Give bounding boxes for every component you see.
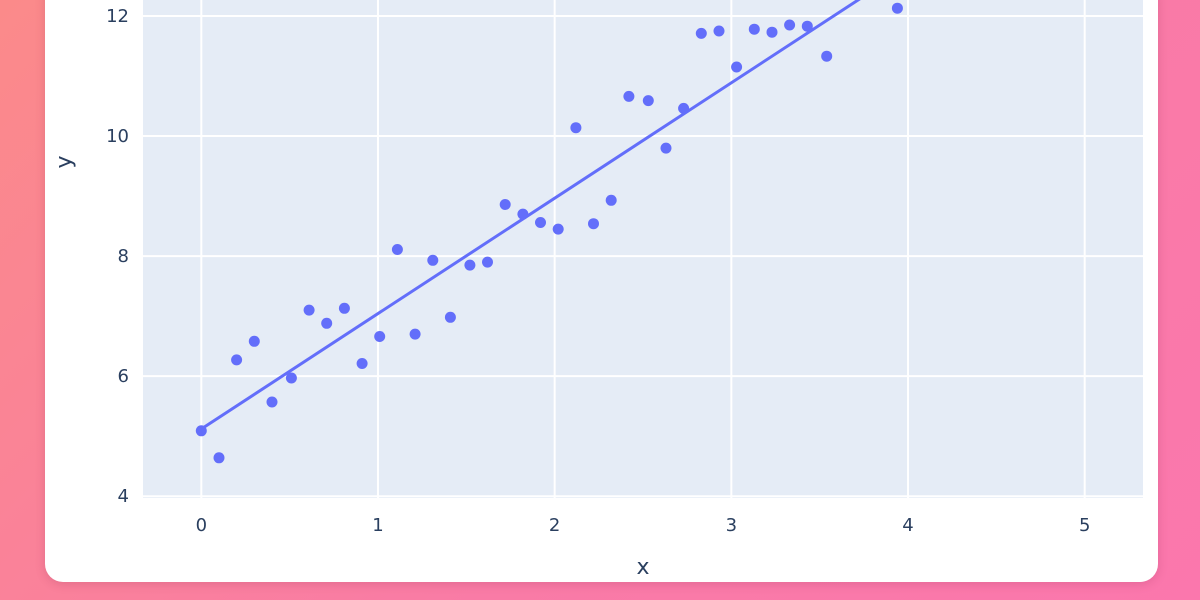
data-point (213, 452, 225, 464)
trend-line (200, 0, 861, 431)
x-tick-label: 0 (196, 515, 207, 536)
data-point (623, 90, 635, 102)
data-point (642, 95, 654, 107)
y-tick-label: 10 (106, 126, 129, 147)
data-point (356, 358, 368, 369)
x-tick-label: 2 (549, 515, 560, 536)
data-point (499, 199, 511, 210)
y-tick-label: 8 (118, 246, 129, 267)
data-point (374, 331, 386, 342)
plot-area (143, 0, 1143, 498)
trend-line-layer (200, 0, 861, 431)
x-axis-title: x (636, 555, 649, 580)
data-point (570, 122, 582, 134)
data-point (588, 218, 599, 230)
data-point (444, 311, 456, 323)
data-point (303, 304, 315, 316)
data-point (605, 194, 617, 206)
data-point (713, 25, 725, 37)
data-point (338, 302, 350, 314)
data-point (535, 217, 546, 228)
data-point (321, 317, 333, 329)
data-point (248, 335, 260, 347)
x-tick-label: 4 (902, 515, 913, 536)
data-point (766, 26, 778, 38)
data-point (801, 20, 813, 32)
data-point (695, 27, 707, 39)
data-point (409, 328, 421, 340)
data-point (517, 208, 529, 220)
data-point (482, 256, 493, 268)
y-tick-label: 4 (118, 486, 129, 507)
x-tick-label: 5 (1079, 515, 1090, 536)
y-axis-title: y (52, 155, 77, 168)
data-points (195, 2, 903, 464)
data-point (784, 19, 796, 31)
x-tick-label: 3 (726, 515, 737, 536)
data-point (660, 142, 672, 154)
x-tick-label: 1 (372, 515, 383, 536)
grid-lines (143, 0, 1143, 498)
data-point (195, 425, 207, 437)
y-tick-label: 12 (106, 6, 129, 27)
data-point (821, 50, 833, 62)
data-point (285, 372, 297, 384)
data-point (231, 354, 243, 366)
data-point (427, 254, 439, 266)
y-tick-label: 6 (118, 366, 129, 387)
data-point (391, 244, 403, 255)
data-point (266, 396, 278, 408)
data-point (748, 23, 760, 35)
data-point (731, 61, 743, 73)
data-point (891, 2, 903, 14)
data-point (464, 259, 476, 271)
data-point (678, 102, 690, 114)
chart-card: 0 1 2 3 4 5 4 6 8 10 12 x y (45, 0, 1158, 582)
data-point (552, 223, 564, 235)
